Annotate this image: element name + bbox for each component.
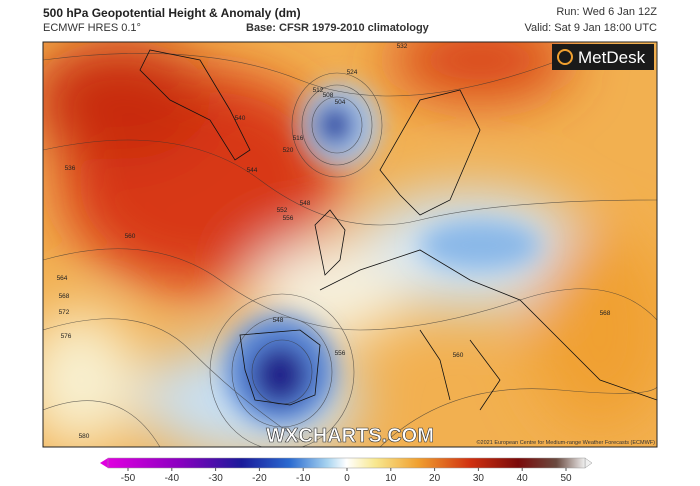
valid: Valid: Sat 9 Jan 18:00 UTC [524,22,657,34]
contour-label: 556 [335,350,346,357]
contour-label: 556 [283,215,294,222]
contour-label: 560 [453,352,464,359]
colorbar [107,457,586,469]
colorbar-tick-label: -30 [208,473,223,484]
contour-label: 520 [283,147,294,154]
contour-label: 568 [59,293,70,300]
watermark: WXCHARTS.COM [266,425,434,447]
contour-label: 564 [57,275,68,282]
contour-label: 532 [397,43,408,50]
logo-box [552,44,654,70]
contour-label: 548 [273,317,284,324]
contour-label: 572 [59,309,70,316]
colorbar-tick-label: -50 [121,473,136,484]
contour-label: 540 [235,115,246,122]
contour-label: 552 [277,207,288,214]
contour-label: 512 [313,87,324,94]
logo: MetDesk [578,48,646,67]
colorbar-tick-label: -40 [165,473,180,484]
contour-label: 536 [65,165,76,172]
contour-label: 580 [79,433,90,440]
contour-label: 508 [323,92,334,99]
contour-label: 524 [347,69,358,76]
colorbar-tick-label: 30 [473,473,485,484]
base: Base: CFSR 1979-2010 climatology [246,22,429,34]
colorbar-tick-label: -10 [296,473,311,484]
colorbar-tick-label: -20 [252,473,267,484]
colorbar-tick-label: 20 [429,473,441,484]
contour-label: 568 [600,310,611,317]
contour-label: 516 [293,135,304,142]
colorbar-tick-label: 50 [560,473,572,484]
colorbar-tick-label: 10 [385,473,397,484]
map-field [43,42,657,447]
copyright: ©2021 European Centre for Medium-range W… [477,439,656,446]
title: 500 hPa Geopotential Height & Anomaly (d… [43,6,301,20]
contour-label: 504 [335,99,346,106]
contour-label: 576 [61,333,72,340]
contour-label: 560 [125,233,136,240]
contour-label: 544 [247,167,258,174]
contour-label: 548 [300,200,311,207]
run: Run: Wed 6 Jan 12Z [556,6,657,18]
model: ECMWF HRES 0.1° [43,22,141,34]
colorbar-tick-label: 40 [517,473,529,484]
colorbar-tick-label: 0 [344,473,350,484]
